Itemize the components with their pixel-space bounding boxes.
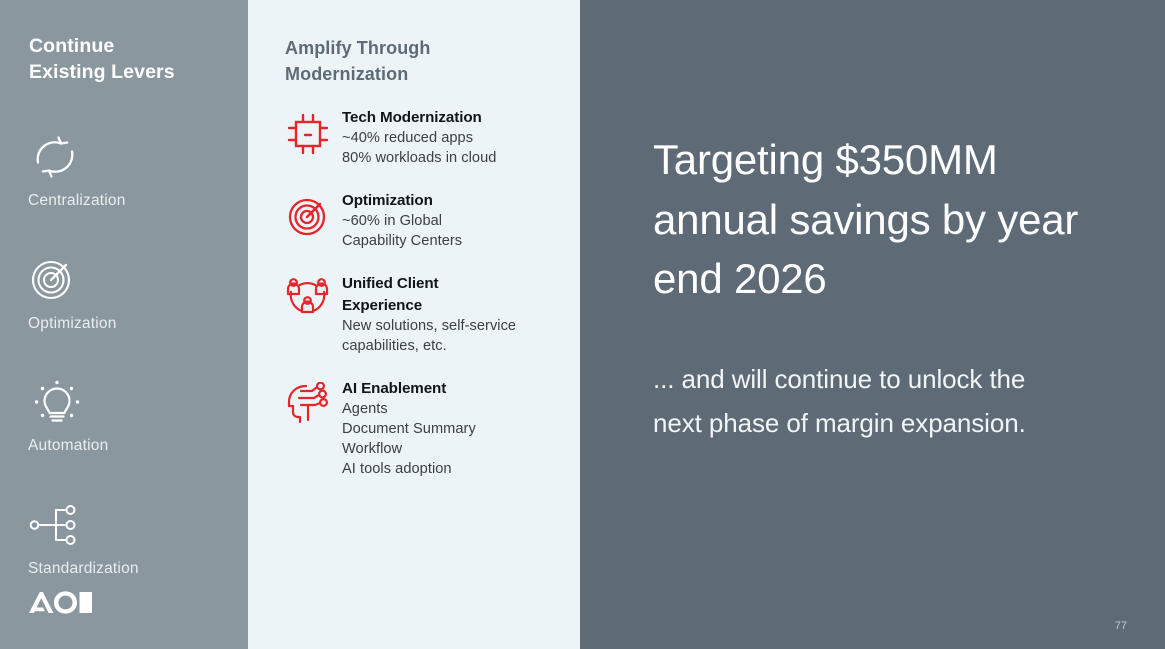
lever-item-automation: Automation xyxy=(28,377,238,456)
hierarchy-nodes-icon xyxy=(28,500,238,550)
pillar-body: New solutions, self-service capabilities… xyxy=(342,318,517,355)
middle-panel-amplify-through-modernization: Amplify Through Modernization Tech Moder… xyxy=(248,0,580,649)
refresh-cycle-icon xyxy=(28,132,238,182)
pillar-heading: AI Enablement xyxy=(342,380,447,398)
pillar-body: Agents Document Summary Workflow AI tool… xyxy=(342,401,476,478)
target-bullseye-icon xyxy=(28,255,238,305)
savings-headline: Targeting $350MM annual savings by year … xyxy=(653,136,1079,303)
people-group-icon xyxy=(284,273,342,324)
aon-logo xyxy=(27,590,93,621)
page-number: 77 xyxy=(1114,620,1127,632)
middle-panel-title: Amplify Through Modernization xyxy=(285,38,431,85)
pillar-heading: Optimization xyxy=(342,192,433,209)
pillar-list: Tech Modernization ~40% reduced apps 80%… xyxy=(284,107,574,501)
lever-item-standardization: Standardization xyxy=(28,500,238,579)
pillar-item-ai-enablement: AI Enablement Agents Document Summary Wo… xyxy=(284,378,574,480)
lever-label: Centralization xyxy=(28,192,126,209)
pillar-text: Unified Client Experience New solutions,… xyxy=(342,273,574,357)
right-panel-savings-target: Targeting $350MM annual savings by year … xyxy=(580,0,1165,649)
cpu-chip-icon xyxy=(284,107,342,162)
target-bullseye-icon xyxy=(284,190,342,245)
left-panel-title: Continue Existing Levers xyxy=(29,35,175,83)
pillar-text: AI Enablement Agents Document Summary Wo… xyxy=(342,378,574,480)
pillar-text: Tech Modernization ~40% reduced apps 80%… xyxy=(342,107,574,169)
lever-label: Optimization xyxy=(28,314,117,332)
pillar-item-optimization: Optimization ~60% in Global Capability C… xyxy=(284,190,574,252)
pillar-item-tech-modernization: Tech Modernization ~40% reduced apps 80%… xyxy=(284,107,574,169)
left-panel-continue-existing-levers: Continue Existing Levers Centralization xyxy=(0,0,248,649)
ai-head-circuit-icon xyxy=(284,378,342,431)
pillar-heading: Unified Client Experience xyxy=(342,275,439,315)
pillar-body: ~60% in Global Capability Centers xyxy=(342,213,463,250)
lever-item-optimization: Optimization xyxy=(28,255,238,334)
lever-item-centralization: Centralization xyxy=(28,132,238,211)
lever-list: Centralization Optimization xyxy=(28,132,238,622)
savings-subtext: ... and will continue to unlock the next… xyxy=(653,364,1026,438)
lever-label: Standardization xyxy=(28,559,139,577)
pillar-heading: Tech Modernization xyxy=(342,109,482,126)
lightbulb-icon xyxy=(28,377,238,427)
pillar-text: Optimization ~60% in Global Capability C… xyxy=(342,190,574,252)
lever-label: Automation xyxy=(28,437,109,455)
pillar-body: ~40% reduced apps 80% workloads in cloud xyxy=(342,130,497,167)
pillar-item-unified-client-experience: Unified Client Experience New solutions,… xyxy=(284,273,574,357)
